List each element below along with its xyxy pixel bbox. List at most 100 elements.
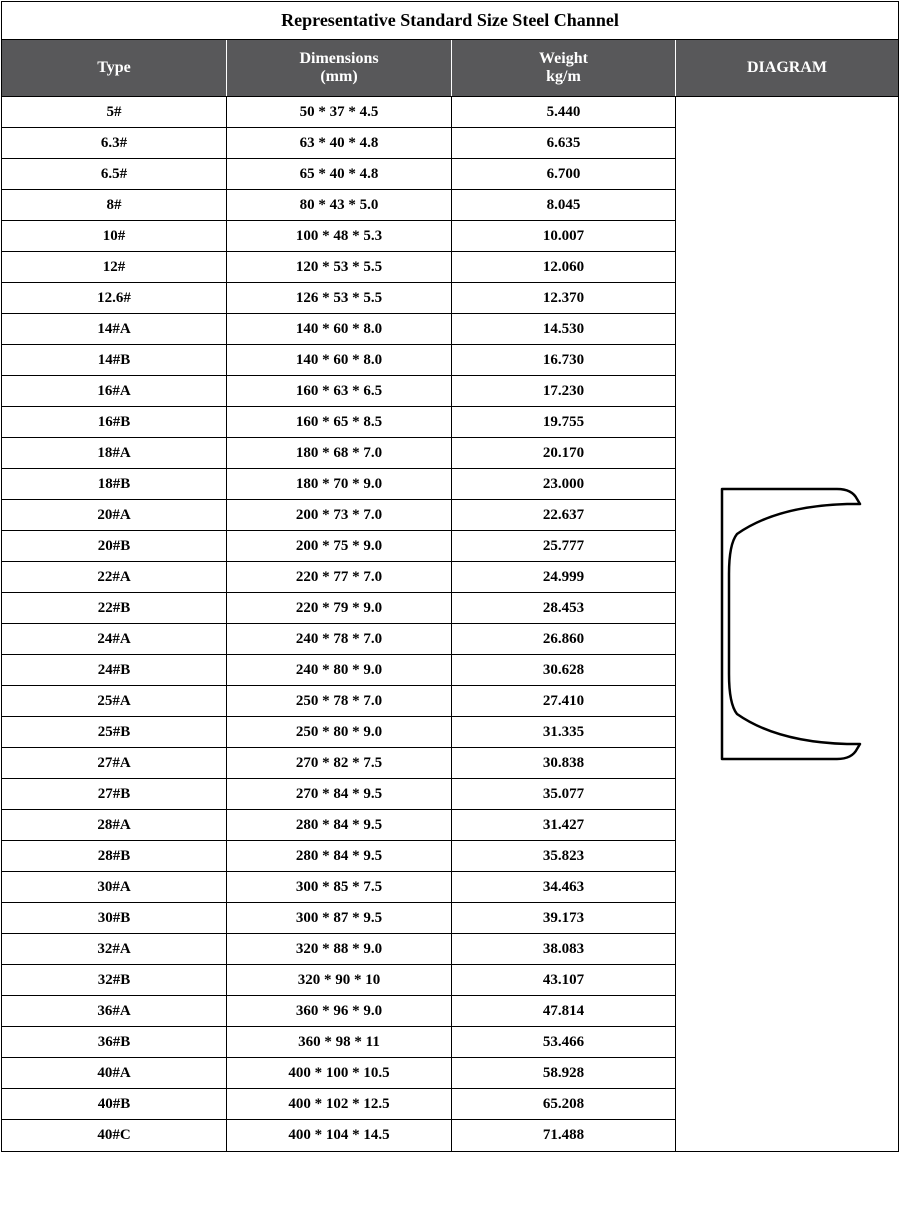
cell-type: 16#B — [2, 407, 227, 437]
cell-type: 6.5# — [2, 159, 227, 189]
cell-dimensions: 280 * 84 * 9.5 — [227, 841, 452, 871]
cell-dimensions: 270 * 84 * 9.5 — [227, 779, 452, 809]
cell-weight: 25.777 — [452, 531, 676, 561]
cell-type: 12.6# — [2, 283, 227, 313]
header-diagram: DIAGRAM — [676, 40, 898, 96]
cell-weight: 19.755 — [452, 407, 676, 437]
table-row: 16#B160 * 65 * 8.519.755 — [2, 407, 676, 438]
cell-weight: 65.208 — [452, 1089, 676, 1119]
header-label: DIAGRAM — [747, 59, 827, 77]
cell-dimensions: 220 * 79 * 9.0 — [227, 593, 452, 623]
table-row: 24#A240 * 78 * 7.026.860 — [2, 624, 676, 655]
table-row: 40#C400 * 104 * 14.571.488 — [2, 1120, 676, 1151]
cell-type: 14#A — [2, 314, 227, 344]
cell-weight: 71.488 — [452, 1120, 676, 1151]
cell-type: 27#B — [2, 779, 227, 809]
cell-weight: 58.928 — [452, 1058, 676, 1088]
header-label: Weight — [539, 50, 588, 68]
cell-dimensions: 300 * 85 * 7.5 — [227, 872, 452, 902]
cell-dimensions: 80 * 43 * 5.0 — [227, 190, 452, 220]
cell-dimensions: 320 * 88 * 9.0 — [227, 934, 452, 964]
cell-type: 27#A — [2, 748, 227, 778]
cell-type: 30#A — [2, 872, 227, 902]
cell-type: 22#A — [2, 562, 227, 592]
cell-weight: 30.628 — [452, 655, 676, 685]
table-row: 25#B250 * 80 * 9.031.335 — [2, 717, 676, 748]
cell-weight: 31.335 — [452, 717, 676, 747]
channel-profile-icon — [707, 474, 867, 774]
cell-type: 25#B — [2, 717, 227, 747]
cell-weight: 17.230 — [452, 376, 676, 406]
cell-type: 40#C — [2, 1120, 227, 1151]
table-row: 32#A320 * 88 * 9.038.083 — [2, 934, 676, 965]
header-weight: Weight kg/m — [452, 40, 676, 96]
table-row: 14#A140 * 60 * 8.014.530 — [2, 314, 676, 345]
cell-weight: 26.860 — [452, 624, 676, 654]
cell-dimensions: 360 * 98 * 11 — [227, 1027, 452, 1057]
table-row: 32#B320 * 90 * 1043.107 — [2, 965, 676, 996]
cell-dimensions: 180 * 68 * 7.0 — [227, 438, 452, 468]
cell-weight: 31.427 — [452, 810, 676, 840]
cell-dimensions: 280 * 84 * 9.5 — [227, 810, 452, 840]
cell-dimensions: 400 * 104 * 14.5 — [227, 1120, 452, 1151]
cell-type: 24#B — [2, 655, 227, 685]
cell-type: 20#A — [2, 500, 227, 530]
cell-weight: 12.060 — [452, 252, 676, 282]
table-row: 20#A200 * 73 * 7.022.637 — [2, 500, 676, 531]
header-sublabel: (mm) — [320, 68, 357, 86]
table-row: 27#B270 * 84 * 9.535.077 — [2, 779, 676, 810]
table-row: 18#B180 * 70 * 9.023.000 — [2, 469, 676, 500]
cell-type: 32#A — [2, 934, 227, 964]
cell-dimensions: 220 * 77 * 7.0 — [227, 562, 452, 592]
table-row: 16#A160 * 63 * 6.517.230 — [2, 376, 676, 407]
cell-dimensions: 180 * 70 * 9.0 — [227, 469, 452, 499]
table-row: 25#A250 * 78 * 7.027.410 — [2, 686, 676, 717]
cell-weight: 38.083 — [452, 934, 676, 964]
table-row: 22#A220 * 77 * 7.024.999 — [2, 562, 676, 593]
cell-weight: 6.700 — [452, 159, 676, 189]
cell-dimensions: 63 * 40 * 4.8 — [227, 128, 452, 158]
cell-weight: 24.999 — [452, 562, 676, 592]
cell-dimensions: 240 * 78 * 7.0 — [227, 624, 452, 654]
cell-weight: 23.000 — [452, 469, 676, 499]
cell-type: 32#B — [2, 965, 227, 995]
table-row: 40#B400 * 102 * 12.565.208 — [2, 1089, 676, 1120]
table-body: 5#50 * 37 * 4.55.4406.3#63 * 40 * 4.86.6… — [2, 97, 898, 1151]
cell-weight: 5.440 — [452, 97, 676, 127]
cell-type: 5# — [2, 97, 227, 127]
cell-type: 14#B — [2, 345, 227, 375]
table-row: 18#A180 * 68 * 7.020.170 — [2, 438, 676, 469]
table-row: 6.5#65 * 40 * 4.86.700 — [2, 159, 676, 190]
diagram-cell — [676, 97, 898, 1151]
cell-dimensions: 100 * 48 * 5.3 — [227, 221, 452, 251]
cell-weight: 10.007 — [452, 221, 676, 251]
cell-weight: 43.107 — [452, 965, 676, 995]
cell-dimensions: 320 * 90 * 10 — [227, 965, 452, 995]
cell-dimensions: 160 * 63 * 6.5 — [227, 376, 452, 406]
table-row: 27#A270 * 82 * 7.530.838 — [2, 748, 676, 779]
cell-weight: 27.410 — [452, 686, 676, 716]
cell-weight: 22.637 — [452, 500, 676, 530]
table-header: Type Dimensions (mm) Weight kg/m DIAGRAM — [2, 40, 898, 97]
table-row: 28#B280 * 84 * 9.535.823 — [2, 841, 676, 872]
cell-weight: 34.463 — [452, 872, 676, 902]
table-row: 22#B220 * 79 * 9.028.453 — [2, 593, 676, 624]
cell-type: 6.3# — [2, 128, 227, 158]
cell-type: 28#A — [2, 810, 227, 840]
cell-dimensions: 400 * 100 * 10.5 — [227, 1058, 452, 1088]
cell-dimensions: 240 * 80 * 9.0 — [227, 655, 452, 685]
table-row: 30#A300 * 85 * 7.534.463 — [2, 872, 676, 903]
cell-weight: 53.466 — [452, 1027, 676, 1057]
cell-type: 36#A — [2, 996, 227, 1026]
cell-weight: 16.730 — [452, 345, 676, 375]
cell-type: 24#A — [2, 624, 227, 654]
data-columns: 5#50 * 37 * 4.55.4406.3#63 * 40 * 4.86.6… — [2, 97, 676, 1151]
cell-type: 10# — [2, 221, 227, 251]
cell-type: 12# — [2, 252, 227, 282]
cell-weight: 28.453 — [452, 593, 676, 623]
cell-weight: 35.077 — [452, 779, 676, 809]
cell-type: 36#B — [2, 1027, 227, 1057]
cell-weight: 39.173 — [452, 903, 676, 933]
table-row: 30#B300 * 87 * 9.539.173 — [2, 903, 676, 934]
cell-dimensions: 360 * 96 * 9.0 — [227, 996, 452, 1026]
